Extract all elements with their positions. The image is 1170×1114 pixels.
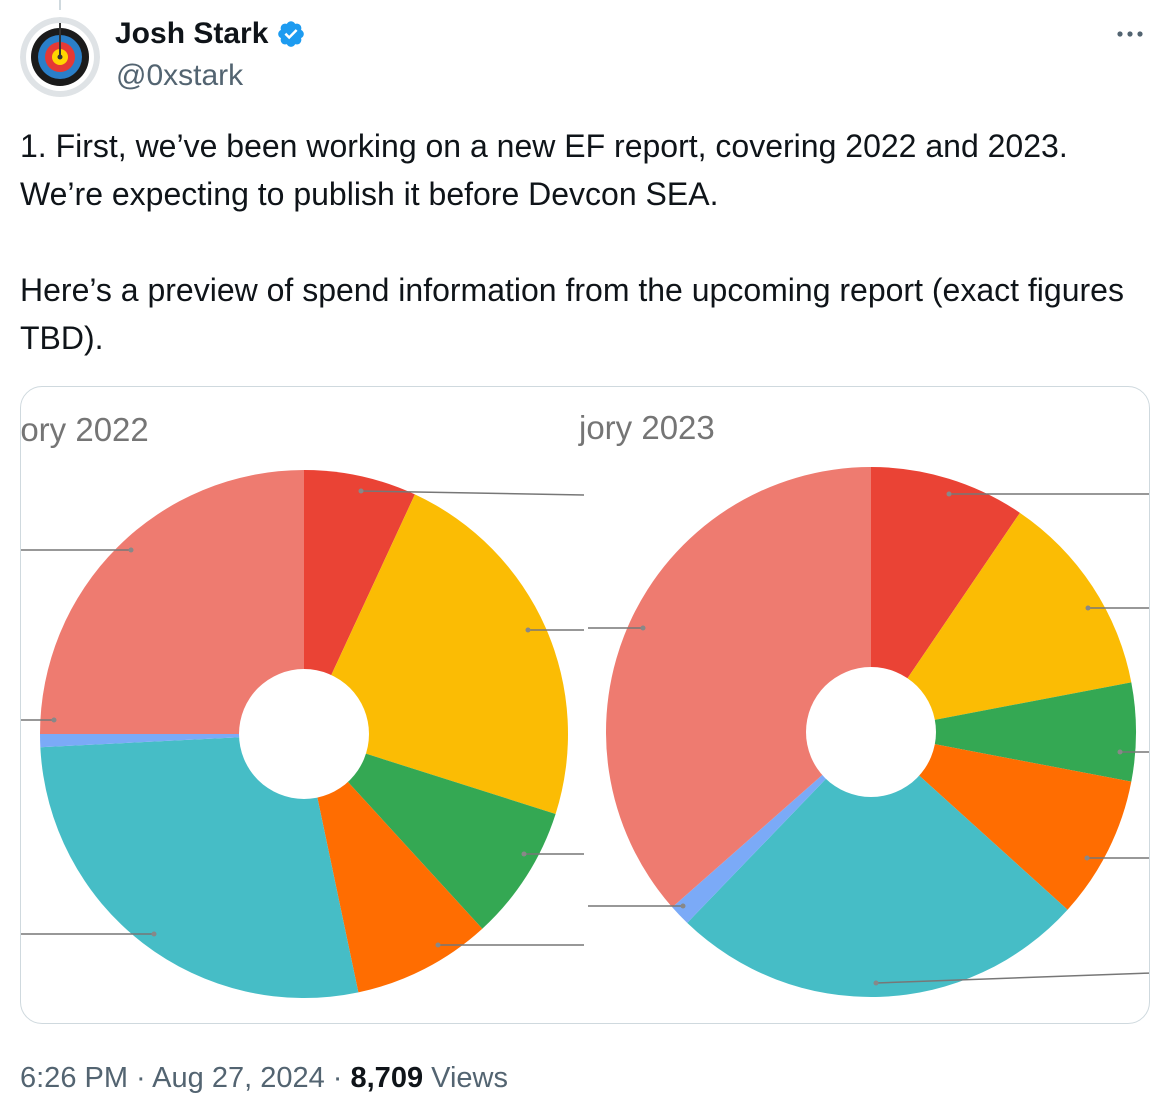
leader-dot	[1084, 855, 1090, 861]
leader-dot	[946, 491, 952, 497]
leader-dot	[435, 942, 441, 948]
pie-slice-teal	[40, 734, 359, 998]
leader-dot	[1085, 605, 1091, 611]
pie-slice-red	[304, 470, 415, 734]
pie-slice-blue	[40, 734, 304, 748]
leader-dot	[128, 547, 134, 553]
pie-slice-yellow	[871, 512, 1132, 732]
pie-slice-blue	[672, 732, 871, 923]
pie-chart-2023	[606, 467, 1137, 997]
pie-slice-red	[871, 467, 1020, 732]
more-options-icon[interactable]	[1112, 22, 1148, 46]
leader-dot	[1117, 749, 1123, 755]
meta-separator: ·	[324, 1062, 351, 1094]
pie-slice-green	[871, 682, 1137, 782]
pie-slice-teal	[687, 732, 1068, 997]
leader-dot	[640, 625, 646, 631]
label-leader-lines	[21, 488, 1149, 986]
tweet-text: 1. First, we’ve been working on a new EF…	[20, 128, 1124, 356]
views-label: Views	[423, 1062, 508, 1094]
pie-slice-yellow	[304, 494, 568, 815]
pie-charts: jory 2022 jory 2023	[21, 409, 1149, 998]
pie-slice-orange	[304, 734, 483, 993]
leader-line	[360, 490, 585, 496]
pie-slice-green	[304, 734, 556, 929]
chart-title-2022: jory 2022	[21, 411, 149, 448]
donut-hole	[239, 669, 369, 799]
donut-hole	[806, 667, 936, 797]
author-name[interactable]: Josh Stark	[115, 16, 306, 52]
leader-dot	[525, 627, 531, 633]
pie-chart-2022	[40, 470, 568, 998]
thread-connector-line	[59, 0, 61, 10]
pie-slice-orange	[871, 732, 1132, 910]
pie-slice-salmon	[40, 470, 304, 734]
views-count[interactable]: 8,709	[350, 1062, 424, 1094]
author-name-text: Josh Stark	[115, 17, 269, 50]
pie-slice-salmon	[606, 467, 871, 908]
avatar[interactable]	[20, 17, 100, 97]
leader-dot	[358, 488, 364, 494]
chart-title-2023: jory 2023	[578, 409, 715, 446]
tweet-metadata: 6:26 PM · Aug 27, 2024 · 8,709 Views	[20, 1058, 508, 1098]
leader-dot	[680, 903, 686, 909]
leader-dot	[51, 717, 57, 723]
leader-dot	[873, 980, 879, 986]
leader-line	[875, 972, 1149, 984]
leader-dot	[151, 931, 157, 937]
tweet-timestamp[interactable]: 6:26 PM · Aug 27, 2024	[20, 1062, 325, 1094]
author-handle[interactable]: @0xstark	[116, 59, 244, 92]
leader-dot	[521, 851, 527, 857]
verified-badge-icon[interactable]	[276, 19, 306, 49]
tweet-media-image[interactable]: jory 2022 jory 2023	[20, 386, 1150, 1024]
target-icon	[20, 17, 100, 97]
